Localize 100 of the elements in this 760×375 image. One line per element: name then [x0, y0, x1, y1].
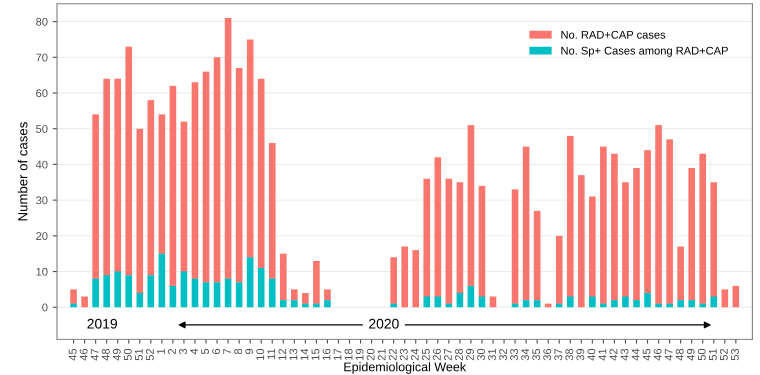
x-tick-label: 43: [620, 348, 628, 361]
bar: [544, 304, 552, 308]
bar: [148, 275, 154, 308]
bar: [633, 168, 640, 300]
bar: [192, 82, 198, 279]
bar: [456, 292, 464, 308]
x-tick-label: 32: [499, 348, 508, 360]
bar: [468, 286, 474, 308]
x-tick-label: 45: [642, 348, 651, 361]
bar: [721, 289, 728, 308]
bar: [114, 78, 122, 272]
bar: [258, 78, 265, 268]
bar: [114, 272, 122, 308]
x-tick-label: 17: [334, 348, 342, 360]
bar: [92, 114, 99, 279]
bar: [136, 292, 144, 308]
bar: [677, 300, 684, 308]
y-tick-label: 40: [36, 160, 48, 169]
x-tick-label: 41: [598, 348, 606, 361]
bar: [710, 182, 718, 297]
bar: [390, 257, 397, 304]
bar: [512, 304, 518, 308]
bar: [214, 57, 220, 282]
bar: [423, 178, 430, 297]
x-tick-label: 47: [90, 348, 99, 361]
bar: [622, 296, 629, 308]
bar: [148, 100, 154, 276]
x-tick-label: 20: [366, 348, 375, 360]
legend-label: No. Sp+ Cases among RAD+CAP: [561, 46, 728, 57]
bar: [566, 136, 574, 297]
bar: [655, 304, 662, 308]
y-tick-label: 70: [36, 54, 48, 62]
bar: [214, 282, 220, 308]
x-tick-label: 47: [664, 348, 672, 361]
bar: [92, 278, 99, 308]
x-tick-label: 21: [378, 348, 386, 360]
bar: [666, 139, 673, 304]
x-tick-label: 33: [510, 348, 518, 360]
bar: [246, 257, 254, 308]
bar: [611, 300, 618, 308]
bar: [170, 286, 176, 308]
bar: [566, 296, 574, 308]
x-tick-label: 46: [80, 348, 88, 361]
bar: [644, 150, 651, 293]
bar: [611, 154, 618, 300]
x-tick-label: 13: [289, 348, 298, 360]
x-tick-label: 11: [267, 348, 276, 360]
bar: [202, 72, 210, 282]
x-tick-label: 5: [201, 348, 209, 354]
bar: [478, 296, 486, 308]
bar: [699, 304, 706, 308]
x-tick-label: 15: [312, 348, 320, 360]
bar: [412, 250, 420, 308]
x-tick-label: 34: [521, 348, 530, 360]
x-tick-label: 52: [720, 348, 728, 360]
bar: [236, 68, 242, 282]
x-tick-label: 19: [356, 348, 364, 360]
annotation: 2020: [369, 318, 399, 329]
x-tick-label: 46: [654, 348, 662, 361]
x-tick-label: 37: [554, 348, 562, 360]
x-tick-label: 22: [388, 348, 397, 360]
bar: [70, 289, 77, 304]
x-tick-label: 2: [168, 348, 176, 354]
y-tick-label: 20: [36, 232, 48, 240]
bar: [556, 236, 563, 304]
x-tick-label: 16: [322, 348, 330, 360]
bar: [401, 246, 408, 308]
x-tick-label: 3: [179, 348, 187, 354]
x-tick-label: 39: [576, 348, 584, 360]
bar: [677, 246, 684, 300]
bar: [302, 292, 309, 304]
bar: [302, 304, 309, 308]
bar: [622, 182, 629, 297]
bar: [699, 154, 706, 304]
x-tick-label: 23: [400, 348, 408, 360]
bar: [688, 300, 695, 308]
x-tick-label: 30: [477, 348, 485, 360]
x-tick-label: 7: [223, 348, 231, 354]
bar: [136, 128, 144, 293]
x-tick-label: 14: [300, 348, 308, 360]
bar: [180, 122, 188, 272]
x-tick-label: 48: [676, 348, 684, 361]
bar: [534, 300, 540, 308]
bar: [158, 114, 166, 254]
bar: [170, 86, 176, 286]
x-tick-label: 44: [632, 348, 640, 361]
bar: [246, 39, 254, 258]
y-tick-label: 10: [36, 268, 48, 276]
bar: [600, 146, 607, 304]
x-tick-label: 51: [135, 348, 143, 360]
annotation: 2019: [87, 318, 117, 329]
bar: [324, 300, 331, 308]
x-axis-title: Epidemiological Week: [344, 362, 466, 374]
y-tick-label: 0: [42, 304, 48, 312]
x-tick-label: 52: [146, 348, 154, 360]
bar: [268, 278, 276, 308]
x-tick-label: 8: [234, 348, 242, 354]
bar: [313, 260, 320, 304]
bar: [70, 304, 77, 308]
bar: [666, 304, 673, 308]
